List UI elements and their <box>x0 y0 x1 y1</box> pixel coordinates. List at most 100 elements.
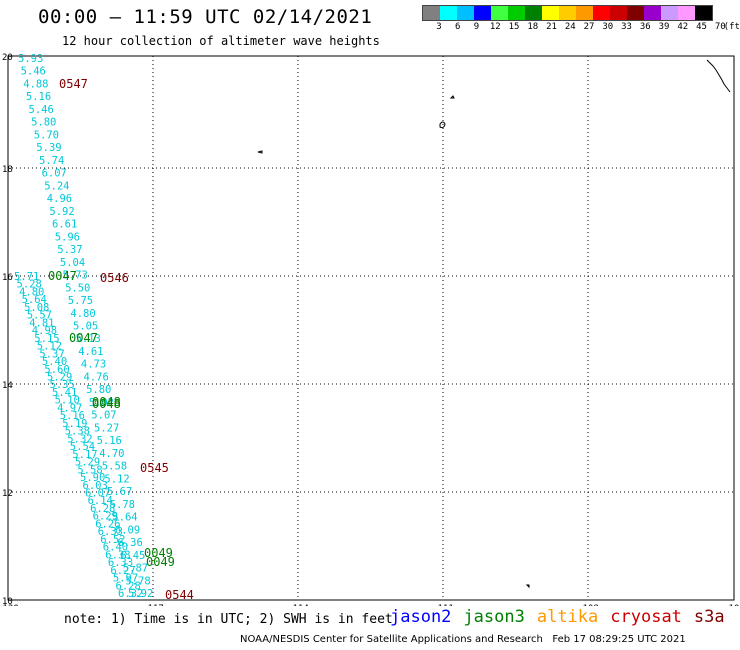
colorbar-swatch <box>559 6 576 20</box>
colorbar-swatch <box>457 6 474 20</box>
swh-value: 6.45 <box>120 550 145 562</box>
swh-value: 4.73 <box>81 359 106 371</box>
swh-value: 5.54 <box>70 441 95 453</box>
swh-value: 5.39 <box>36 142 61 154</box>
colorbar-swatch <box>610 6 627 20</box>
swh-value: 5.12 <box>104 473 129 485</box>
swh-value: 5.40 <box>42 356 67 368</box>
colorbar-label: 3 <box>436 22 442 32</box>
swh-value: 5.73 <box>63 270 88 282</box>
latitude-tick-label: 16 <box>2 273 13 283</box>
colorbar-swatch <box>695 6 712 20</box>
swh-value: 5.50 <box>65 282 90 294</box>
satellite-legend: jason2 jason3 altika cryosat s3a <box>390 607 737 627</box>
longitude-tick-label: -120 <box>0 604 19 606</box>
swh-value: 5.16 <box>26 91 51 103</box>
colorbar-swatch <box>678 6 695 20</box>
legend-jason3: jason3 <box>463 607 525 627</box>
colorbar-swatch <box>576 6 593 20</box>
colorbar-label: 18 <box>527 22 539 32</box>
altimeter-map: 20 18 16 14 12 10 -120 -117 -114 -111 -108 -105 5.… <box>0 53 740 606</box>
swh-value: 5.93 <box>18 53 43 65</box>
swh-value: 5.41 <box>52 387 77 399</box>
colorbar-label: 15 <box>508 22 520 32</box>
colorbar-swatch <box>491 6 508 20</box>
pass-time-label: 0048 <box>92 395 121 409</box>
map-gridlines <box>8 56 734 600</box>
islet-clipperton-icon <box>525 584 530 589</box>
colorbar-label: 45 <box>696 22 707 32</box>
swh-value: 5.80 <box>31 117 56 129</box>
latitude-tick-label: 10 <box>2 597 13 606</box>
swh-value: 6.29 <box>93 511 118 523</box>
swh-value: 5.13 <box>76 333 101 345</box>
swh-value: 6.07 <box>42 168 67 180</box>
swh-value: 5.78 <box>125 575 150 587</box>
swh-value: 6.14 <box>88 495 113 507</box>
swh-value: 4.80 <box>19 287 44 299</box>
swh-value: 5.04 <box>60 257 85 269</box>
swh-value: 5.16 <box>60 410 85 422</box>
swh-value: 5.46 <box>29 104 54 116</box>
map-frame <box>7 55 735 601</box>
colorbar-label: 24 <box>564 22 576 32</box>
swh-value: 6.33 <box>108 557 133 569</box>
pass-time-label: 0047 <box>48 269 77 283</box>
latitude-tick-label: 18 <box>2 165 13 175</box>
colorbar-label: 30 <box>602 22 614 32</box>
colorbar-swatch <box>661 6 678 20</box>
swh-value: 4.61 <box>78 346 103 358</box>
colorbar-swatch <box>627 6 644 20</box>
colorbar-swatch <box>644 6 661 20</box>
colorbar-label: (ft) <box>723 22 740 32</box>
swh-value: 6.09 <box>115 524 140 536</box>
longitude-tick-label: -114 <box>287 604 309 606</box>
swh-value: 6.33 <box>98 526 123 538</box>
swh-value: 6.28 <box>116 580 141 592</box>
pass-time-label: 0048 <box>92 397 121 411</box>
swh-value: 6.27 <box>110 565 135 577</box>
swh-value: 5.58 <box>102 461 127 473</box>
colorbar-swatch <box>440 6 457 20</box>
pass-time-label: 0049 <box>146 555 175 569</box>
swh-value: 4.97 <box>57 402 82 414</box>
swh-value: 5.19 <box>62 418 87 430</box>
swh-value: 5.29 <box>47 372 72 384</box>
swh-value: 4.98 <box>32 325 57 337</box>
swh-value: 5.97 <box>113 573 138 585</box>
swh-value: 5.27 <box>94 422 119 434</box>
swh-value: 6.07 <box>85 488 110 500</box>
latitude-labels: 20 18 16 14 12 10 <box>2 53 13 606</box>
colorbar-swatch <box>423 6 440 20</box>
swh-value: 5.92 <box>49 206 74 218</box>
colorbar-swatch <box>508 6 525 20</box>
coastline-features <box>257 59 731 589</box>
swh-value: 5.78 <box>110 499 135 511</box>
swh-value: 4.70 <box>99 448 124 460</box>
longitude-tick-label: -111 <box>432 604 454 606</box>
swh-value: 5.08 <box>24 302 49 314</box>
colorbar-label: 6 <box>455 22 461 32</box>
swh-value: 5.64 <box>112 512 137 524</box>
pass-time-label: 0049 <box>144 546 173 560</box>
swh-value: 4.81 <box>29 317 54 329</box>
colorbar-label: 70 <box>714 22 726 32</box>
swh-value: 5.12 <box>37 341 62 353</box>
wave-height-colorbar <box>422 5 713 21</box>
swh-value: 6.32 <box>118 588 143 600</box>
pass-time-label: 0544 <box>165 588 194 602</box>
swh-value: 5.90 <box>80 472 105 484</box>
latitude-tick-label: 14 <box>2 381 13 391</box>
swh-value: 5.70 <box>34 129 59 141</box>
swh-value: 5.58 <box>77 464 102 476</box>
swh-value: 6.03 <box>83 480 108 492</box>
swh-value: 5.17 <box>72 449 97 461</box>
swh-value: 6.28 <box>90 503 115 515</box>
longitude-tick-label: -108 <box>577 604 599 606</box>
pass-time-label: 0546 <box>100 271 129 285</box>
longitude-tick-label: -105 <box>723 604 740 606</box>
swh-value: 6.38 <box>105 549 130 561</box>
page-subtitle: 12 hour collection of altimeter wave hei… <box>62 34 380 48</box>
